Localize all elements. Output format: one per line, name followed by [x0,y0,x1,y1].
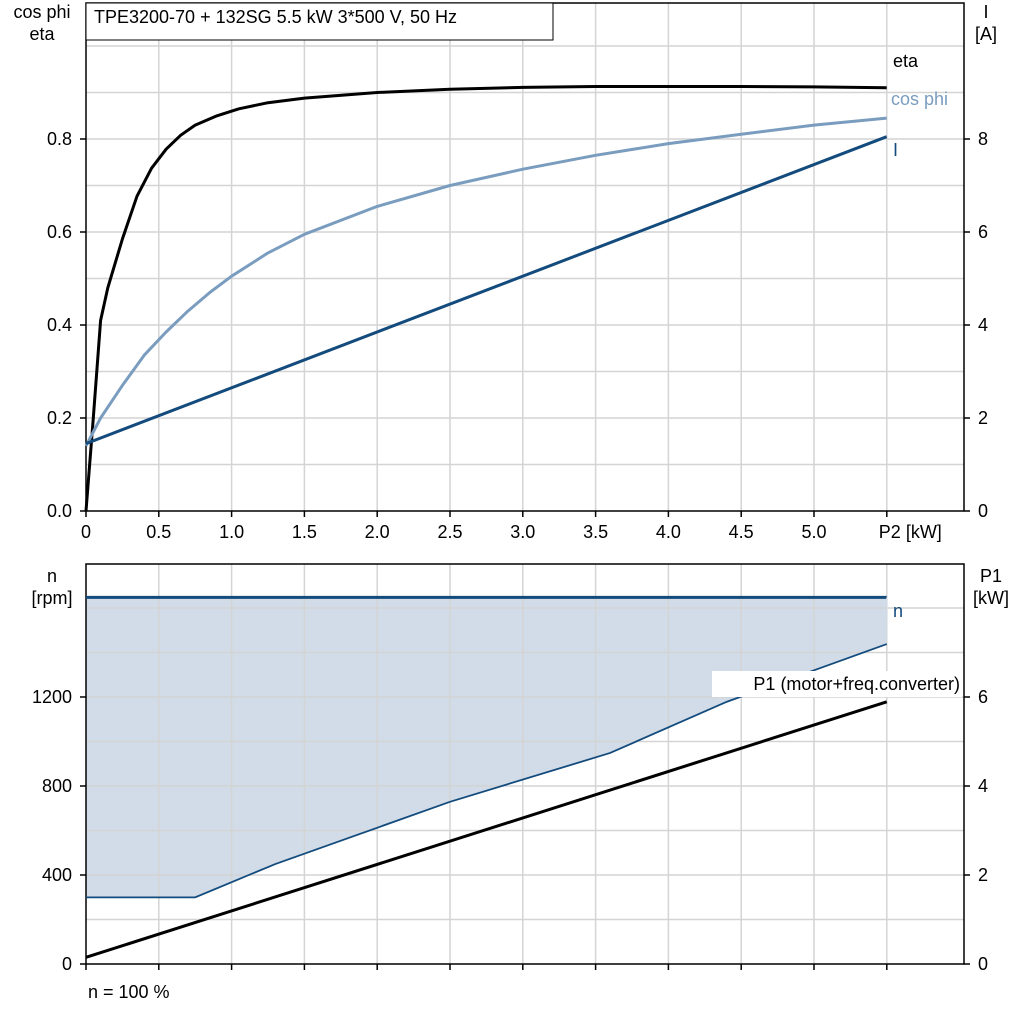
y-left-tick-label: 0 [62,954,72,974]
y-right-axis-label: I [983,2,988,22]
x-tick-label: 4.0 [656,522,681,542]
x-tick-label: 1.0 [219,522,244,542]
y-right-tick-label: 6 [978,687,988,707]
y-left-tick-label: 0.2 [47,408,72,428]
y-right-axis-label: [kW] [973,588,1009,608]
series-label-n: n [893,601,903,621]
x-tick-label: 0 [81,522,91,542]
plot-frame [85,2,965,512]
p1-label-background [712,671,962,697]
series-line-i [85,135,888,446]
series-line-eta [84,85,887,512]
y-right-tick-label: 6 [978,222,988,242]
y-right-tick-label: 8 [978,129,988,149]
y-right-tick-label: 4 [978,315,988,335]
series-line-n-min [86,643,888,899]
series-line-cos-phi [84,116,887,447]
series-label-eta: eta [893,51,919,71]
series-line-p1 [85,700,888,959]
y-right-tick-label: 0 [978,501,988,521]
series-label-cos-phi: cos phi [891,89,948,109]
title-box [85,2,554,41]
x-tick-label: 3.5 [583,522,608,542]
y-left-tick-label: 0.8 [47,129,72,149]
x-tick-label: 5.0 [801,522,826,542]
y-right-tick-label: 4 [978,776,988,796]
plot-frame [85,563,965,965]
y-right-tick-label: 2 [978,408,988,428]
y-left-tick-label: 0.0 [47,501,72,521]
y-left-tick-label: 0.6 [47,222,72,242]
y-left-axis-label: cos phi [13,2,70,22]
series-label-p1: P1 (motor+freq.converter) [753,674,960,694]
x-tick-label: 0.5 [146,522,171,542]
operating-range-area [86,597,887,898]
y-left-axis-label: eta [29,24,55,44]
y-left-axis-label: [rpm] [31,588,72,608]
footer-note: n = 100 % [88,982,170,1002]
series-label-i: I [893,140,898,160]
y-left-tick-label: 800 [42,776,72,796]
chart-title: TPE3200-70 + 132SG 5.5 kW 3*500 V, 50 Hz [94,7,457,27]
y-left-tick-label: 0.4 [47,315,72,335]
y-left-axis-label: n [47,566,57,586]
y-left-tick-label: 1200 [32,687,72,707]
x-tick-label: 4.5 [729,522,754,542]
y-right-tick-label: 0 [978,954,988,974]
x-axis-label: P2 [kW] [879,522,942,542]
y-right-axis-label: [A] [975,24,997,44]
y-right-axis-label: P1 [980,566,1002,586]
x-tick-label: 1.5 [292,522,317,542]
y-left-tick-label: 400 [42,865,72,885]
top-chart-panel: 0 0.5 1.0 1.5 2.0 2.5 3.0 3.5 4.0 4.5 5.0 P2 [kW] 0.… [13,2,997,542]
y-right-tick-label: 2 [978,865,988,885]
x-tick-label: 3.0 [510,522,535,542]
x-tick-label: 2.5 [437,522,462,542]
x-tick-label: 2.0 [365,522,390,542]
